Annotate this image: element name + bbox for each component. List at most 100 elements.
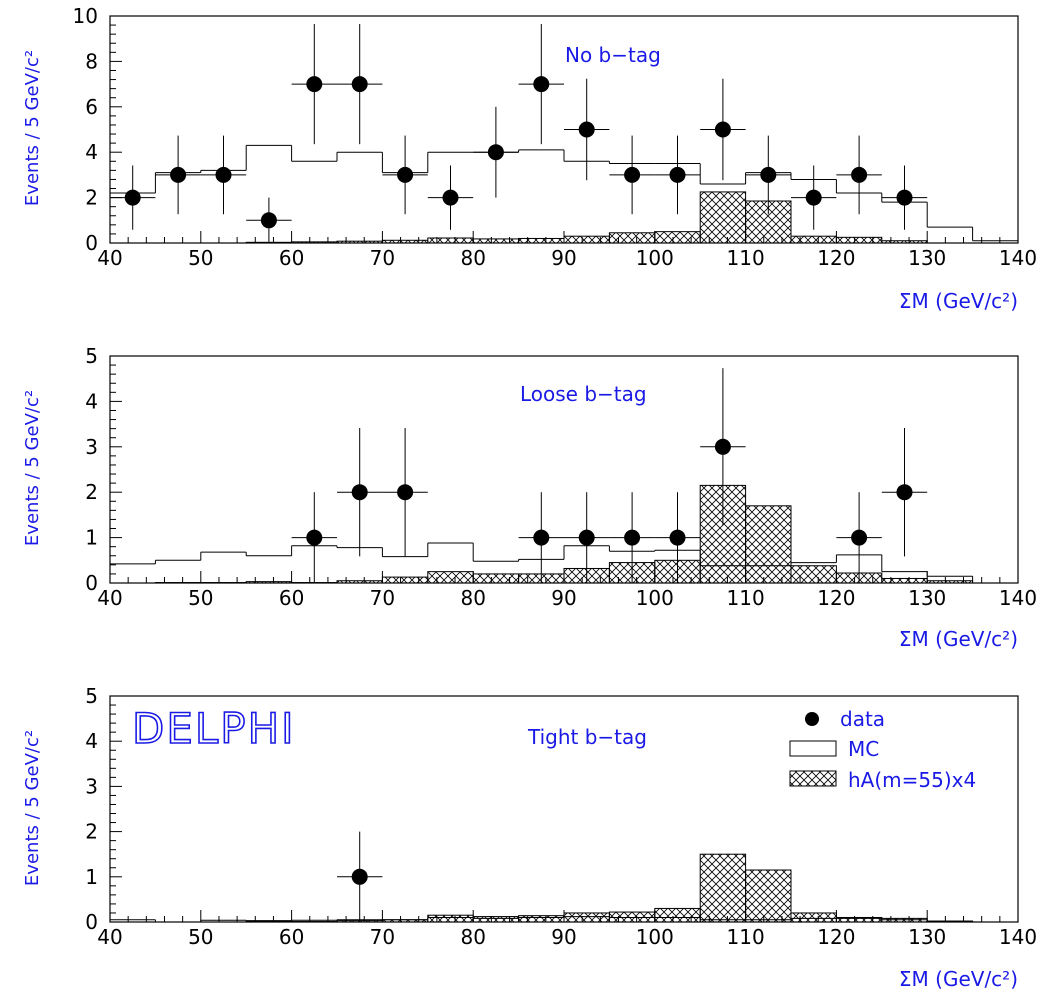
signal-bin: [745, 869, 792, 923]
y-tick-label: 0: [85, 231, 98, 255]
signal-bin: [790, 235, 837, 244]
signal-bin: [790, 565, 837, 584]
x-tick-label: 40: [97, 586, 122, 610]
data-point: [624, 529, 641, 546]
data-point: [397, 166, 414, 183]
y-tick-label: 2: [85, 820, 98, 844]
y-axis-label: Events / 5 GeV/c²: [22, 390, 43, 546]
x-tick-label: 70: [370, 925, 395, 949]
data-point: [306, 76, 323, 93]
signal-bin: [745, 505, 792, 584]
x-tick-label: 80: [460, 586, 485, 610]
x-tick-label: 110: [727, 586, 765, 610]
y-tick-label: 1: [85, 865, 98, 889]
data-point: [533, 529, 550, 546]
x-tick-label: 120: [817, 586, 855, 610]
x-tick-label: 120: [817, 246, 855, 270]
data-point: [896, 484, 913, 501]
data-point: [578, 121, 595, 138]
x-tick-label: 50: [188, 246, 213, 270]
x-tick-label: 60: [279, 925, 304, 949]
y-tick-label: 0: [85, 910, 98, 934]
y-tick-label: 1: [85, 526, 98, 550]
legend-signal-swatch: [789, 770, 837, 787]
data-point: [306, 529, 323, 546]
x-tick-label: 100: [636, 586, 674, 610]
data-point: [624, 166, 641, 183]
signal-bin: [427, 914, 474, 923]
y-tick-label: 0: [85, 571, 98, 595]
x-tick-label: 130: [908, 246, 946, 270]
signal-bin: [563, 235, 610, 244]
signal-bin: [472, 238, 520, 244]
x-tick-label: 70: [370, 246, 395, 270]
panel-title: Loose b−tag: [520, 382, 647, 406]
panel-title: No b−tag: [565, 43, 661, 67]
signal-bin: [427, 237, 474, 244]
data-point: [351, 76, 368, 93]
y-tick-label: 3: [85, 435, 98, 459]
x-tick-label: 60: [279, 586, 304, 610]
y-tick-label: 8: [85, 49, 98, 73]
signal-bin: [518, 915, 565, 923]
x-tick-label: 90: [551, 925, 576, 949]
data-point: [442, 189, 459, 206]
signal-bin: [835, 236, 883, 244]
x-tick-label: 80: [460, 925, 485, 949]
data-point: [260, 212, 277, 229]
y-tick-label: 4: [85, 729, 98, 753]
signal-bin: [472, 916, 520, 923]
legend-label-mc: MC: [848, 737, 879, 761]
signal-bin: [608, 232, 656, 244]
legend: data MC hA(m=55)x4: [789, 707, 976, 792]
y-tick-label: 2: [85, 480, 98, 504]
y-axis-label: Events / 5 GeV/c²: [22, 730, 43, 886]
x-tick-label: 100: [636, 925, 674, 949]
panel-loose-btag: 40 50 60 70 80 90 100 110 120 130 140 0 1 2 3 4 5 Loose …: [22, 344, 1037, 651]
legend-label-data: data: [840, 707, 885, 731]
data-point: [669, 529, 686, 546]
signal-bin: [518, 237, 565, 244]
x-tick-label: 50: [188, 586, 213, 610]
data-point: [760, 166, 777, 183]
panel-title: Tight b−tag: [527, 725, 647, 749]
x-tick-label: 40: [97, 925, 122, 949]
x-tick-label: 80: [460, 246, 485, 270]
data-point: [351, 484, 368, 501]
x-tick-label: 40: [97, 246, 122, 270]
x-axis-label: ΣM (GeV/c²): [899, 967, 1018, 991]
y-tick-label: 4: [85, 140, 98, 164]
data-point: [851, 529, 868, 546]
data-point: [170, 166, 187, 183]
data-point: [124, 189, 141, 206]
y-axis-label: Events / 5 GeV/c²: [22, 50, 43, 206]
x-tick-label: 140: [999, 586, 1037, 610]
data-point: [714, 438, 731, 455]
signal-bin: [699, 853, 747, 923]
data-point: [533, 76, 550, 93]
legend-data-marker: [805, 712, 819, 726]
x-tick-label: 130: [908, 925, 946, 949]
x-tick-label: 110: [727, 246, 765, 270]
x-axis-label: ΣM (GeV/c²): [899, 627, 1018, 651]
signal-bin: [699, 191, 747, 244]
x-tick-label: 50: [188, 925, 213, 949]
y-tick-label: 5: [85, 344, 98, 368]
x-tick-label: 130: [908, 586, 946, 610]
y-tick-label: 3: [85, 774, 98, 798]
x-tick-label: 140: [999, 925, 1037, 949]
x-tick-label: 90: [551, 586, 576, 610]
signal-bin: [381, 576, 429, 584]
signal-bin: [654, 907, 701, 923]
x-tick-label: 110: [727, 925, 765, 949]
x-tick-label: 70: [370, 586, 395, 610]
data-point: [805, 189, 822, 206]
data-point: [714, 121, 731, 138]
x-tick-label: 90: [551, 246, 576, 270]
y-tick-label: 2: [85, 186, 98, 210]
y-tick-label: 10: [73, 4, 98, 28]
panel-no-btag: 40 50 60 70 80 90 100 110 120 130 140 0 2 4 6 8 10 No b−…: [22, 4, 1037, 313]
data-point: [487, 144, 504, 161]
x-tick-label: 140: [999, 246, 1037, 270]
